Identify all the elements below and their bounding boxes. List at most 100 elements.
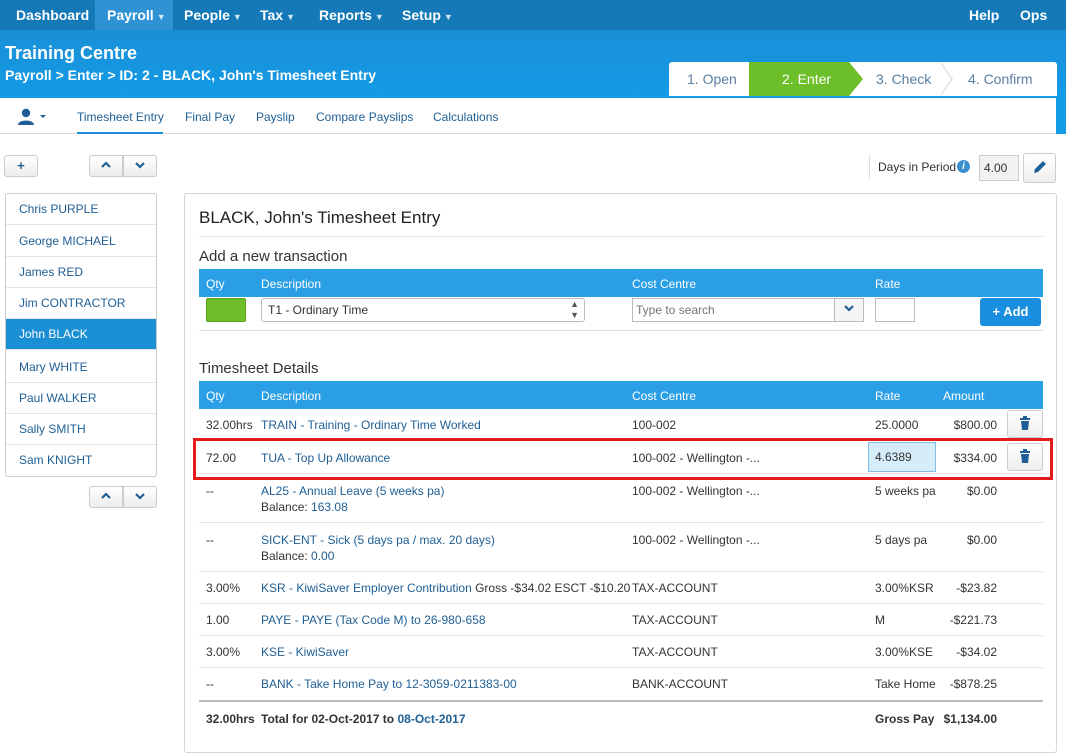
row-rate: Take Home: [875, 677, 936, 691]
cost-centre-dropdown-button[interactable]: [835, 298, 864, 322]
total-row: 32.00hrs Total for 02-Oct-2017 to 08-Oct…: [199, 700, 1043, 734]
nav-dashboard[interactable]: Dashboard: [16, 7, 90, 23]
days-in-period-field[interactable]: 4.00: [979, 155, 1019, 181]
row-balance: Balance: 0.00: [261, 549, 334, 563]
row-amount: -$221.73: [949, 613, 997, 627]
chevron-down-icon: ▼: [374, 12, 384, 22]
balance-value: 163.08: [311, 500, 348, 514]
nav-payroll[interactable]: Payroll ▼: [95, 0, 173, 30]
row-qty: 32.00hrs: [206, 418, 253, 432]
row-qty: --: [206, 484, 214, 498]
step-confirm[interactable]: 4. Confirm: [968, 71, 1033, 87]
row-qty: --: [206, 677, 214, 691]
row-qty: 3.00%: [206, 581, 241, 595]
rate-input[interactable]: [875, 298, 915, 322]
qty-input[interactable]: [206, 298, 246, 322]
move-up-button-bottom[interactable]: [89, 486, 123, 508]
balance-label: Balance:: [261, 500, 308, 514]
delete-row-button[interactable]: [1007, 443, 1043, 471]
row-description-link[interactable]: TRAIN - Training - Ordinary Time Worked: [261, 418, 481, 432]
step-check[interactable]: 3. Check: [876, 71, 932, 87]
row-rate: 3.00%KSR: [875, 581, 934, 595]
trash-icon: [1020, 416, 1030, 430]
step-open[interactable]: 1. Open: [687, 71, 737, 87]
add-employee-button[interactable]: +: [4, 155, 38, 177]
table-row: 3.00% KSR - KiwiSaver Employer Contribut…: [199, 572, 1043, 604]
move-down-button-bottom[interactable]: [123, 486, 157, 508]
page-header: Training Centre Payroll > Enter > ID: 2 …: [0, 30, 1066, 98]
header-amount: Amount: [943, 389, 985, 403]
table-row: -- AL25 - Annual Leave (5 weeks pa) Bala…: [199, 474, 1043, 523]
header-qty: Qty: [206, 277, 225, 291]
total-end-date-link[interactable]: 08-Oct-2017: [397, 712, 466, 726]
employee-item[interactable]: George MICHAEL: [6, 226, 156, 257]
row-description-link[interactable]: KSR - KiwiSaver Employer Contribution: [261, 581, 472, 595]
nav-reports[interactable]: Reports ▼: [319, 7, 384, 23]
nav-ops[interactable]: Ops: [1020, 7, 1048, 23]
row-description-link[interactable]: AL25 - Annual Leave (5 weeks pa): [261, 484, 445, 498]
total-label: Total for 02-Oct-2017 to 08-Oct-2017: [261, 712, 466, 726]
tab-compare-payslips[interactable]: Compare Payslips: [316, 110, 414, 124]
employee-item[interactable]: Jim CONTRACTOR: [6, 288, 156, 319]
row-description-link[interactable]: BANK - Take Home Pay to 12-3059-0211383-…: [261, 677, 517, 691]
row-rate: 3.00%KSE: [875, 645, 934, 659]
rate-edit-field[interactable]: 4.6389: [868, 442, 936, 472]
tab-final-pay[interactable]: Final Pay: [185, 110, 236, 124]
row-description-link[interactable]: PAYE - PAYE (Tax Code M) to 26-980-658: [261, 613, 486, 627]
table-row: -- BANK - Take Home Pay to 12-3059-02113…: [199, 668, 1043, 700]
step-enter[interactable]: 2. Enter: [749, 62, 863, 96]
description-select[interactable]: T1 - Ordinary Time ▲ ▼: [261, 298, 585, 322]
row-cost-centre: TAX-ACCOUNT: [632, 645, 718, 659]
gross-pay-label: Gross Pay: [875, 712, 935, 726]
sub-navigation: Timesheet Entry Final Pay Payslip Compar…: [0, 98, 1056, 134]
header-description: Description: [261, 277, 322, 291]
step-separator: [940, 62, 953, 96]
employee-item[interactable]: James RED: [6, 257, 156, 288]
nav-tax[interactable]: Tax ▼: [260, 7, 296, 23]
employee-item[interactable]: Mary WHITE: [6, 352, 156, 383]
top-navigation: Dashboard Payroll ▼ People ▼ Tax ▼ Reports ▼…: [0, 0, 1066, 30]
employee-item-selected[interactable]: John BLACK: [6, 319, 156, 350]
nav-setup[interactable]: Setup ▼: [402, 7, 453, 23]
balance-value: 0.00: [311, 549, 335, 563]
row-balance: Balance: 163.08: [261, 500, 348, 514]
total-qty: 32.00hrs: [206, 712, 255, 726]
total-label-prefix: Total for 02-Oct-2017 to: [261, 712, 395, 726]
tab-calculations[interactable]: Calculations: [433, 110, 499, 124]
info-icon[interactable]: i: [957, 160, 970, 173]
balance-label: Balance:: [261, 549, 308, 563]
edit-days-button[interactable]: [1023, 153, 1056, 183]
chevron-down-icon: ▼: [443, 12, 453, 22]
row-description-link[interactable]: KSE - KiwiSaver: [261, 645, 350, 659]
chevron-up-icon: [101, 161, 111, 168]
move-up-button[interactable]: [89, 155, 123, 177]
row-cost-centre: 100-002 - Wellington -...: [632, 484, 760, 498]
updown-icon: ▲ ▼: [570, 299, 579, 320]
header-rate: Rate: [875, 389, 901, 403]
move-down-button[interactable]: [123, 155, 157, 177]
user-menu-icon[interactable]: [17, 108, 47, 126]
delete-row-button[interactable]: [1007, 410, 1043, 438]
row-rate: M: [875, 613, 885, 627]
gross-pay-value: $1,134.00: [943, 712, 997, 726]
trash-icon: [1020, 449, 1030, 463]
add-transaction-button[interactable]: + Add: [980, 298, 1041, 326]
header-qty: Qty: [206, 389, 225, 403]
nav-people[interactable]: People ▼: [184, 7, 242, 23]
employee-item[interactable]: Sam KNIGHT: [19, 453, 93, 467]
tab-payslip[interactable]: Payslip: [256, 110, 295, 124]
row-description-link[interactable]: TUA - Top Up Allowance: [261, 451, 391, 465]
timesheet-header: Qty Description Cost Centre Rate Amount: [199, 381, 1043, 409]
active-tab-indicator: [77, 132, 163, 134]
nav-help[interactable]: Help: [969, 7, 1000, 23]
row-rate: 25.0000: [875, 418, 919, 432]
tab-timesheet-entry[interactable]: Timesheet Entry: [77, 110, 164, 124]
divider: [199, 236, 1043, 237]
row-description-link[interactable]: SICK-ENT - Sick (5 days pa / max. 20 day…: [261, 533, 495, 547]
employee-item[interactable]: Chris PURPLE: [6, 194, 156, 225]
employee-item[interactable]: Sally SMITH: [6, 414, 156, 445]
cost-centre-search-input[interactable]: [632, 298, 835, 322]
employee-item[interactable]: Paul WALKER: [6, 383, 156, 414]
header-edge: [1056, 98, 1066, 134]
header-cost-centre: Cost Centre: [632, 277, 697, 291]
